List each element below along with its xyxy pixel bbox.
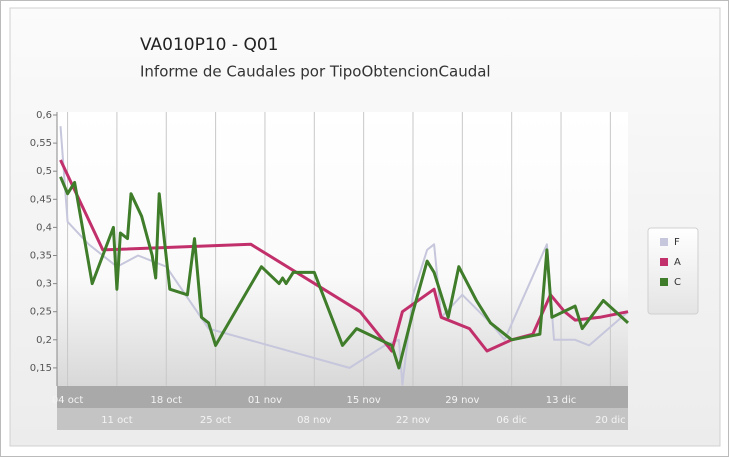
x-band-1	[57, 386, 628, 408]
x-tick-label: 29 nov	[445, 395, 479, 406]
x-tick-label: 13 dic	[546, 395, 577, 406]
y-tick-label: 0,6	[36, 110, 52, 121]
y-tick-label: 0,2	[36, 335, 52, 346]
y-tick-label: 0,4	[36, 222, 52, 233]
chart-title: VA010P10 - Q01	[140, 35, 278, 55]
y-tick-label: 0,45	[30, 194, 52, 205]
lines	[59, 126, 630, 386]
x-tick-label: 25 oct	[200, 415, 232, 426]
x-tick-label: 22 nov	[396, 415, 430, 426]
x-tick-label: 06 dic	[496, 415, 527, 426]
x-tick-label: 01 nov	[248, 395, 282, 406]
y-tick-label: 0,3	[36, 279, 52, 290]
y-tick-label: 0,15	[30, 363, 52, 374]
x-tick-label: 04 oct	[52, 395, 84, 406]
labels: 0,15 0,2 0,25 0,3 0,35 0,4 0,45 0,5 0,55 0,6 04 oc…	[30, 110, 681, 426]
legend-label: C	[674, 277, 681, 288]
legend-label: A	[674, 257, 681, 268]
y-tick-label: 0,35	[30, 251, 52, 262]
x-tick-label: 08 nov	[297, 415, 331, 426]
series-line	[59, 159, 629, 353]
legend	[647, 227, 699, 315]
y-tick-label: 0,25	[30, 307, 52, 318]
legend-swatch	[660, 258, 668, 266]
x-tick-label: 15 nov	[347, 395, 381, 406]
x-tick-label: 18 oct	[151, 395, 183, 406]
chart-subtitle: Informe de Caudales por TipoObtencionCau…	[140, 63, 491, 81]
y-tick-label: 0,5	[36, 166, 52, 177]
x-tick-label: 11 oct	[101, 415, 133, 426]
legend-swatch	[660, 278, 668, 286]
legend-label: F	[674, 237, 680, 248]
legend-swatch	[660, 238, 668, 246]
x-tick-label: 20 dic	[595, 415, 626, 426]
x-band-2	[57, 408, 628, 430]
y-tick-label: 0,55	[30, 138, 52, 149]
series-line	[59, 176, 630, 370]
